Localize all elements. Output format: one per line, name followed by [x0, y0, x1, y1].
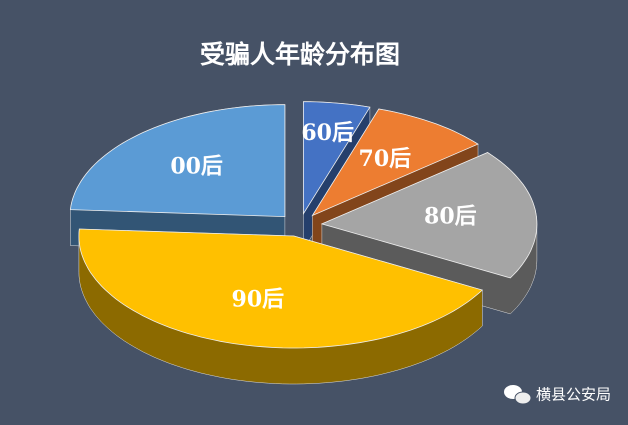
slice	[311, 108, 479, 217]
watermark-icon	[504, 385, 532, 405]
slice-label: 00后	[170, 154, 223, 180]
chart-title: 受骗人年龄分布图	[200, 40, 400, 69]
slice	[78, 228, 484, 349]
slice-label: 90后	[232, 287, 285, 313]
slice	[303, 101, 371, 216]
slice	[69, 104, 286, 218]
slice	[320, 152, 538, 279]
slice-label: 80后	[424, 204, 477, 230]
slice-label: 70后	[359, 146, 412, 172]
slice-label: 60后	[301, 120, 354, 146]
watermark: 横县公安局	[536, 386, 611, 404]
